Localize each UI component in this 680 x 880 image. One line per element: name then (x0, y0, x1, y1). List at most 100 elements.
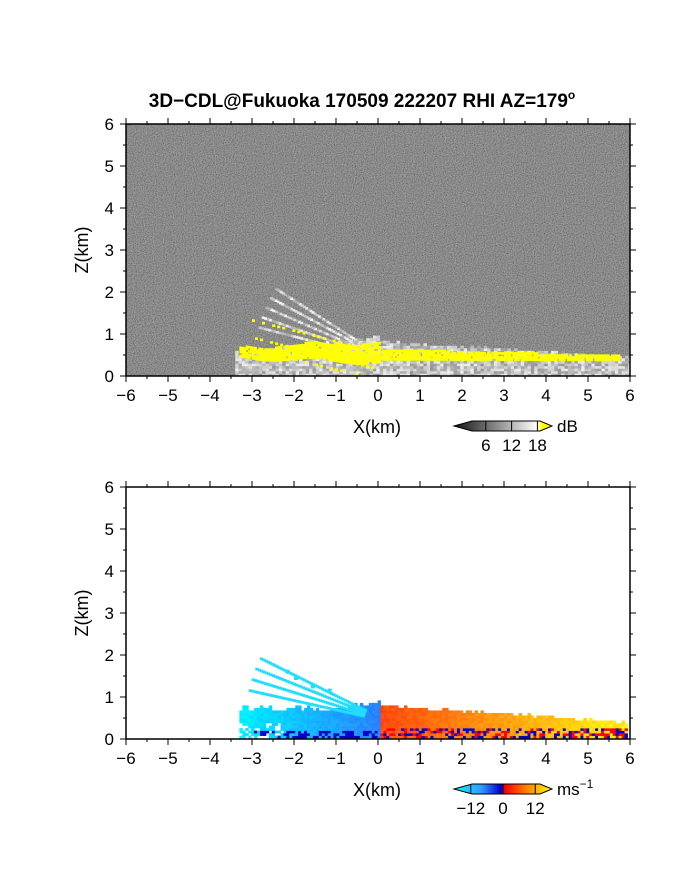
velocity-echo-cell (521, 730, 526, 734)
velocity-echo-cell (430, 718, 434, 721)
velocity-echo-cell (504, 723, 508, 726)
velocity-echo-cell (389, 712, 393, 716)
velocity-echo-cell (357, 705, 361, 709)
reflectivity-echo-high (417, 355, 421, 359)
velocity-echo-cell (321, 699, 325, 703)
reflectivity-echo-cell (497, 368, 501, 372)
velocity-echo-cell (398, 715, 402, 719)
velocity-echo-cell (436, 728, 440, 731)
velocity-echo-cell (459, 723, 464, 726)
reflectivity-echo-high (367, 359, 371, 363)
reflectivity-echo-cell (255, 368, 259, 372)
reflectivity-echo-high (365, 349, 369, 353)
velocity-echo-cell (268, 707, 273, 711)
reflectivity-echo-high (447, 353, 451, 357)
velocity-echo-cell (295, 712, 299, 716)
reflectivity-echo-cell (341, 330, 345, 333)
reflectivity-echo-high (522, 356, 526, 359)
velocity-echo-cell (374, 730, 379, 734)
reflectivity-echo-cell (399, 365, 404, 369)
velocity-echo-cell (401, 725, 405, 729)
velocity-echo-cell (468, 720, 473, 724)
velocity-echo-cell (521, 733, 526, 736)
velocity-echo-cell (351, 735, 355, 739)
velocity-echo-cell (286, 725, 290, 729)
reflectivity-echo-high (289, 349, 293, 352)
velocity-echo-cell (324, 706, 329, 710)
reflectivity-echo-high (281, 352, 285, 355)
reflectivity-echo-cell (477, 345, 481, 349)
reflectivity-echo-high (512, 352, 516, 355)
velocity-echo-cell (448, 735, 452, 739)
velocity-echo-cell (595, 720, 599, 724)
velocity-echo-cell (365, 720, 370, 724)
velocity-echo-cell (354, 730, 358, 734)
velocity-echo-cell (542, 720, 546, 724)
velocity-echo-cell (404, 735, 408, 739)
reflectivity-echo-cell (285, 324, 289, 328)
reflectivity-echo-high (403, 358, 406, 361)
reflectivity-echo-high (310, 345, 314, 349)
velocity-echo-cell (495, 728, 499, 731)
velocity-echo-cell (389, 733, 393, 736)
reflectivity-echo-high (382, 357, 385, 361)
velocity-echo-cell (344, 703, 348, 707)
velocity-echo-cell (351, 733, 355, 736)
reflectivity-echo-high (254, 357, 257, 361)
reflectivity-echo-cell (389, 365, 394, 369)
velocity-echo-cell (292, 699, 297, 703)
reflectivity-echo-high (338, 349, 341, 353)
velocity-echo-cell (621, 730, 625, 734)
velocity-echo-cell (383, 735, 387, 739)
reflectivity-echo-cell (591, 370, 595, 374)
velocity-echo-cell (263, 682, 267, 685)
velocity-echo-cell (368, 705, 373, 709)
velocity-echo-cell (421, 710, 426, 714)
reflectivity-echo-cell (389, 363, 394, 367)
velocity-echo-cell (348, 718, 352, 721)
reflectivity-echo-cell (302, 358, 306, 362)
reflectivity-echo-high (346, 348, 350, 352)
reflectivity-echo-cell (287, 334, 291, 337)
velocity-echo-cell (580, 723, 584, 726)
reflectivity-echo-cell (591, 368, 595, 372)
velocity-echo-cell (456, 730, 461, 734)
reflectivity-echo-cell (245, 365, 249, 369)
reflectivity-echo-high (302, 352, 306, 355)
velocity-echo-cell (295, 705, 299, 709)
velocity-echo-cell (359, 718, 364, 721)
reflectivity-echo-high (348, 351, 352, 354)
velocity-echo-cell (612, 730, 617, 734)
velocity-echo-cell (418, 723, 423, 726)
reflectivity-echo-cell (534, 368, 538, 372)
velocity-echo-cell (421, 735, 426, 739)
velocity-echo-cell (331, 702, 335, 706)
reflectivity-echo-cell (547, 373, 552, 376)
reflectivity-echo-high (539, 358, 543, 362)
velocity-echo-cell (433, 718, 437, 721)
velocity-echo-cell (280, 720, 284, 724)
velocity-echo-cell (568, 735, 573, 739)
reflectivity-echo-cell (571, 353, 575, 357)
reflectivity-echo-cell (436, 363, 441, 367)
reflectivity-echo-cell (493, 348, 498, 352)
reflectivity-echo-cell (252, 363, 256, 367)
velocity-echo-cell (309, 728, 314, 731)
velocity-echo-cell (562, 723, 567, 726)
reflectivity-echo-cell (423, 365, 427, 369)
velocity-echo-cell (265, 712, 270, 716)
reflectivity-echo-high (409, 349, 413, 353)
reflectivity-ytick-label: 4 (105, 199, 114, 218)
velocity-echo-cell (504, 735, 508, 739)
velocity-echo-cell (451, 723, 455, 726)
reflectivity-echo-cell (490, 360, 495, 364)
velocity-echo-cell (336, 695, 340, 699)
reflectivity-echo-high (606, 356, 610, 360)
velocity-echo-cell (354, 723, 358, 726)
velocity-echo-cell (553, 733, 558, 736)
reflectivity-echo-cell (258, 363, 263, 367)
reflectivity-echo-high (338, 347, 341, 351)
reflectivity-echo-cell (290, 317, 294, 321)
reflectivity-echo-cell (567, 360, 572, 364)
reflectivity-echo-cell (352, 368, 357, 372)
